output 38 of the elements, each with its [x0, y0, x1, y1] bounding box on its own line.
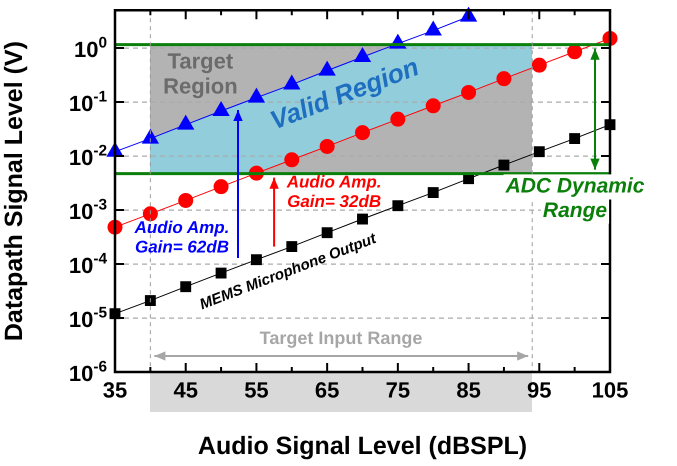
point [144, 295, 156, 306]
band-label: Target Region [163, 48, 238, 99]
annotation: ADC Dynamic Range [504, 174, 645, 222]
point [567, 44, 582, 60]
x-tick-label: 75 [386, 377, 410, 402]
point [390, 112, 406, 127]
x-tick-label: 45 [173, 377, 198, 402]
point [569, 133, 580, 144]
annotation: Target Input Range [260, 328, 422, 348]
point [532, 58, 547, 73]
annotation: Valid Region [266, 51, 423, 136]
point [461, 84, 476, 100]
x-tick-label: 85 [456, 377, 481, 402]
point [392, 200, 404, 212]
point [498, 160, 510, 170]
point [216, 268, 227, 278]
point [534, 146, 545, 158]
point [214, 179, 229, 194]
y-axis-title: Datapath Signal Level (V) [0, 41, 28, 342]
annotation: Audio Amp. Gain= 32dB [286, 172, 382, 212]
x-tick-label: 55 [244, 377, 269, 402]
point [357, 214, 368, 224]
x-tick-label: 35 [102, 377, 128, 402]
point [180, 281, 192, 292]
point [426, 98, 441, 114]
x-axis-title: Audio Signal Level (dBSPL) [198, 432, 528, 460]
x-tick-label: 105 [592, 377, 628, 402]
point [320, 138, 335, 154]
annotation: Audio Amp. Gain= 62dB [134, 218, 230, 256]
point [286, 241, 298, 252]
x-tick-label: 95 [527, 377, 552, 402]
point [355, 125, 370, 140]
point [428, 187, 439, 198]
point [142, 206, 158, 222]
x-tick-label: 65 [314, 377, 340, 402]
point [284, 152, 300, 168]
point [496, 71, 512, 86]
point [178, 192, 194, 208]
